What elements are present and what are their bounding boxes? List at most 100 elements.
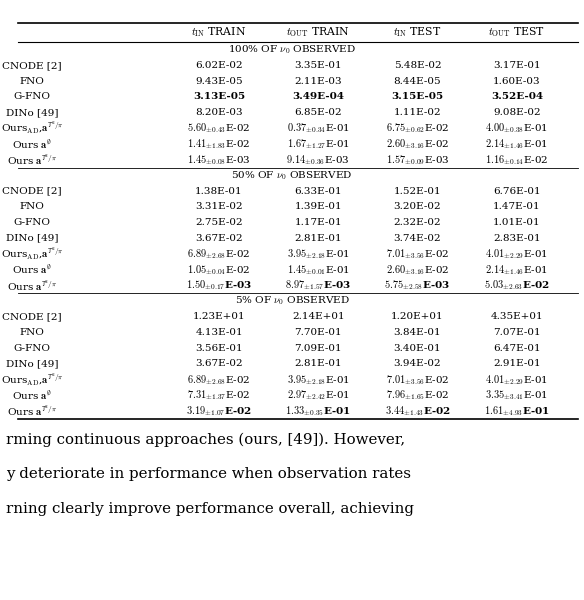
- Text: $1.41_{\pm 1.83}$E-02: $1.41_{\pm 1.83}$E-02: [187, 137, 251, 151]
- Text: 2.81E-01: 2.81E-01: [294, 234, 342, 243]
- Text: $7.31_{\pm 1.37}$E-02: $7.31_{\pm 1.37}$E-02: [187, 388, 251, 402]
- Text: 3.17E-01: 3.17E-01: [493, 61, 541, 70]
- Text: 3.31E-02: 3.31E-02: [195, 202, 243, 211]
- Text: DINo [49]: DINo [49]: [6, 359, 58, 368]
- Text: $1.67_{\pm 1.27}$E-01: $1.67_{\pm 1.27}$E-01: [287, 137, 350, 151]
- Text: $4.00_{\pm 0.38}$E-01: $4.00_{\pm 0.38}$E-01: [485, 121, 548, 135]
- Text: 1.23E+01: 1.23E+01: [193, 312, 245, 321]
- Text: G-FNO: G-FNO: [13, 218, 51, 227]
- Text: 5% OF $\nu_0$ OBSERVED: 5% OF $\nu_0$ OBSERVED: [235, 295, 349, 307]
- Text: 1.01E-01: 1.01E-01: [493, 218, 541, 227]
- Text: 3.56E-01: 3.56E-01: [195, 344, 243, 353]
- Text: 4.13E-01: 4.13E-01: [195, 328, 243, 337]
- Text: $1.50_{\pm 0.17}$E-03: $1.50_{\pm 0.17}$E-03: [186, 278, 252, 292]
- Text: Ours $\mathbf{a}^{\emptyset}$: Ours $\mathbf{a}^{\emptyset}$: [12, 263, 52, 277]
- Text: 6.02E-02: 6.02E-02: [195, 61, 243, 70]
- Text: 3.35E-01: 3.35E-01: [294, 61, 342, 70]
- Text: $3.95_{\pm 2.18}$E-01: $3.95_{\pm 2.18}$E-01: [287, 247, 350, 261]
- Text: 2.83E-01: 2.83E-01: [493, 234, 541, 243]
- Text: 3.49E-04: 3.49E-04: [292, 92, 345, 101]
- Text: 2.75E-02: 2.75E-02: [195, 218, 243, 227]
- Text: DINo [49]: DINo [49]: [6, 108, 58, 117]
- Text: $1.57_{\pm 0.09}$E-03: $1.57_{\pm 0.09}$E-03: [385, 153, 450, 167]
- Text: $1.16_{\pm 0.14}$E-02: $1.16_{\pm 0.14}$E-02: [485, 153, 548, 167]
- Text: rning clearly improve performance overall, achieving: rning clearly improve performance overal…: [6, 502, 414, 516]
- Text: FNO: FNO: [20, 202, 44, 211]
- Text: 8.20E-03: 8.20E-03: [195, 108, 243, 117]
- Text: $3.19_{\pm 1.07}$E-02: $3.19_{\pm 1.07}$E-02: [186, 404, 252, 418]
- Text: 7.09E-01: 7.09E-01: [294, 344, 342, 353]
- Text: $2.14_{\pm 1.46}$E-01: $2.14_{\pm 1.46}$E-01: [485, 137, 548, 151]
- Text: $3.44_{\pm 1.43}$E-02: $3.44_{\pm 1.43}$E-02: [385, 404, 450, 418]
- Text: DINo [49]: DINo [49]: [6, 234, 58, 243]
- Text: $t_{\mathrm{IN}}$ TEST: $t_{\mathrm{IN}}$ TEST: [394, 25, 442, 40]
- Text: $1.45_{\pm 0.08}$E-03: $1.45_{\pm 0.08}$E-03: [187, 153, 251, 167]
- Text: 8.44E-05: 8.44E-05: [394, 77, 442, 86]
- Text: $t_{\mathrm{OUT}}$ TRAIN: $t_{\mathrm{OUT}}$ TRAIN: [286, 25, 350, 40]
- Text: 1.39E-01: 1.39E-01: [294, 202, 342, 211]
- Text: 9.08E-02: 9.08E-02: [493, 108, 541, 117]
- Text: 9.43E-05: 9.43E-05: [195, 77, 243, 86]
- Text: $6.89_{\pm 2.68}$E-02: $6.89_{\pm 2.68}$E-02: [187, 373, 251, 386]
- Text: $1.61_{\pm 4.93}$E-01: $1.61_{\pm 4.93}$E-01: [484, 404, 550, 418]
- Text: $6.75_{\pm 0.62}$E-02: $6.75_{\pm 0.62}$E-02: [386, 121, 449, 135]
- Text: 3.67E-02: 3.67E-02: [195, 234, 243, 243]
- Text: FNO: FNO: [20, 328, 44, 337]
- Text: $5.60_{\pm 0.43}$E-02: $5.60_{\pm 0.43}$E-02: [187, 121, 251, 135]
- Text: Ours$_{\mathrm{AD}}$,$\mathbf{a}^{\mathbb{T}^2/\pi}$: Ours$_{\mathrm{AD}}$,$\mathbf{a}^{\mathb…: [1, 120, 64, 136]
- Text: 6.85E-02: 6.85E-02: [294, 108, 342, 117]
- Text: $t_{\mathrm{OUT}}$ TEST: $t_{\mathrm{OUT}}$ TEST: [488, 25, 545, 40]
- Text: 50% OF $\nu_0$ OBSERVED: 50% OF $\nu_0$ OBSERVED: [231, 169, 353, 182]
- Text: 3.52E-04: 3.52E-04: [491, 92, 543, 101]
- Text: FNO: FNO: [20, 77, 44, 86]
- Text: $7.01_{\pm 3.56}$E-02: $7.01_{\pm 3.56}$E-02: [386, 373, 449, 386]
- Text: $9.14_{\pm 0.36}$E-03: $9.14_{\pm 0.36}$E-03: [286, 153, 350, 167]
- Text: 6.33E-01: 6.33E-01: [294, 187, 342, 196]
- Text: $2.60_{\pm 3.16}$E-02: $2.60_{\pm 3.16}$E-02: [386, 137, 449, 151]
- Text: 3.40E-01: 3.40E-01: [394, 344, 442, 353]
- Text: G-FNO: G-FNO: [13, 92, 51, 101]
- Text: 3.94E-02: 3.94E-02: [394, 359, 442, 368]
- Text: 2.32E-02: 2.32E-02: [394, 218, 442, 227]
- Text: 7.70E-01: 7.70E-01: [294, 328, 342, 337]
- Text: Ours$_{\mathrm{AD}}$,$\mathbf{a}^{\mathbb{T}^2/\pi}$: Ours$_{\mathrm{AD}}$,$\mathbf{a}^{\mathb…: [1, 246, 64, 262]
- Text: $5.03_{\pm 2.63}$E-02: $5.03_{\pm 2.63}$E-02: [484, 278, 550, 292]
- Text: 1.11E-02: 1.11E-02: [394, 108, 442, 117]
- Text: 1.52E-01: 1.52E-01: [394, 187, 442, 196]
- Text: 3.15E-05: 3.15E-05: [391, 92, 444, 101]
- Text: $5.75_{\pm 2.58}$E-03: $5.75_{\pm 2.58}$E-03: [384, 278, 451, 292]
- Text: $3.35_{\pm 3.41}$E-01: $3.35_{\pm 3.41}$E-01: [485, 388, 548, 402]
- Text: Ours $\mathbf{a}^{\mathbb{T}^2/\pi}$: Ours $\mathbf{a}^{\mathbb{T}^2/\pi}$: [7, 404, 57, 418]
- Text: $1.33_{\pm 0.35}$E-01: $1.33_{\pm 0.35}$E-01: [286, 404, 351, 418]
- Text: $6.89_{\pm 2.68}$E-02: $6.89_{\pm 2.68}$E-02: [187, 247, 251, 261]
- Text: $t_{\mathrm{IN}}$ TRAIN: $t_{\mathrm{IN}}$ TRAIN: [192, 25, 246, 40]
- Text: $2.14_{\pm 1.46}$E-01: $2.14_{\pm 1.46}$E-01: [485, 263, 548, 277]
- Text: Ours$_{\mathrm{AD}}$,$\mathbf{a}^{\mathbb{T}^2/\pi}$: Ours$_{\mathrm{AD}}$,$\mathbf{a}^{\mathb…: [1, 371, 64, 388]
- Text: 1.38E-01: 1.38E-01: [195, 187, 243, 196]
- Text: $1.45_{\pm 0.01}$E-01: $1.45_{\pm 0.01}$E-01: [287, 263, 350, 277]
- Text: 1.20E+01: 1.20E+01: [391, 312, 444, 321]
- Text: 100% OF $\nu_0$ OBSERVED: 100% OF $\nu_0$ OBSERVED: [228, 43, 356, 56]
- Text: Ours $\mathbf{a}^{\mathbb{T}^2/\pi}$: Ours $\mathbf{a}^{\mathbb{T}^2/\pi}$: [7, 152, 57, 167]
- Text: $1.05_{\pm 0.04}$E-02: $1.05_{\pm 0.04}$E-02: [187, 263, 251, 277]
- Text: 1.47E-01: 1.47E-01: [493, 202, 541, 211]
- Text: $2.60_{\pm 3.16}$E-02: $2.60_{\pm 3.16}$E-02: [386, 263, 449, 277]
- Text: G-FNO: G-FNO: [13, 344, 51, 353]
- Text: $2.97_{\pm 2.42}$E-01: $2.97_{\pm 2.42}$E-01: [287, 388, 350, 402]
- Text: 4.35E+01: 4.35E+01: [491, 312, 543, 321]
- Text: 7.07E-01: 7.07E-01: [493, 328, 541, 337]
- Text: $4.01_{\pm 2.29}$E-01: $4.01_{\pm 2.29}$E-01: [485, 373, 548, 386]
- Text: $7.01_{\pm 3.56}$E-02: $7.01_{\pm 3.56}$E-02: [386, 247, 449, 261]
- Text: $4.01_{\pm 2.29}$E-01: $4.01_{\pm 2.29}$E-01: [485, 247, 548, 261]
- Text: 3.67E-02: 3.67E-02: [195, 359, 243, 368]
- Text: $0.37_{\pm 0.34}$E-01: $0.37_{\pm 0.34}$E-01: [287, 121, 350, 135]
- Text: $8.97_{\pm 1.57}$E-03: $8.97_{\pm 1.57}$E-03: [285, 278, 352, 292]
- Text: CNODE [2]: CNODE [2]: [2, 61, 62, 70]
- Text: 5.48E-02: 5.48E-02: [394, 61, 442, 70]
- Text: 3.13E-05: 3.13E-05: [193, 92, 245, 101]
- Text: CNODE [2]: CNODE [2]: [2, 187, 62, 196]
- Text: $7.96_{\pm 1.65}$E-02: $7.96_{\pm 1.65}$E-02: [386, 388, 449, 402]
- Text: y deteriorate in performance when observation rates: y deteriorate in performance when observ…: [6, 467, 411, 481]
- Text: Ours $\mathbf{a}^{\mathbb{T}^2/\pi}$: Ours $\mathbf{a}^{\mathbb{T}^2/\pi}$: [7, 278, 57, 293]
- Text: 2.11E-03: 2.11E-03: [294, 77, 342, 86]
